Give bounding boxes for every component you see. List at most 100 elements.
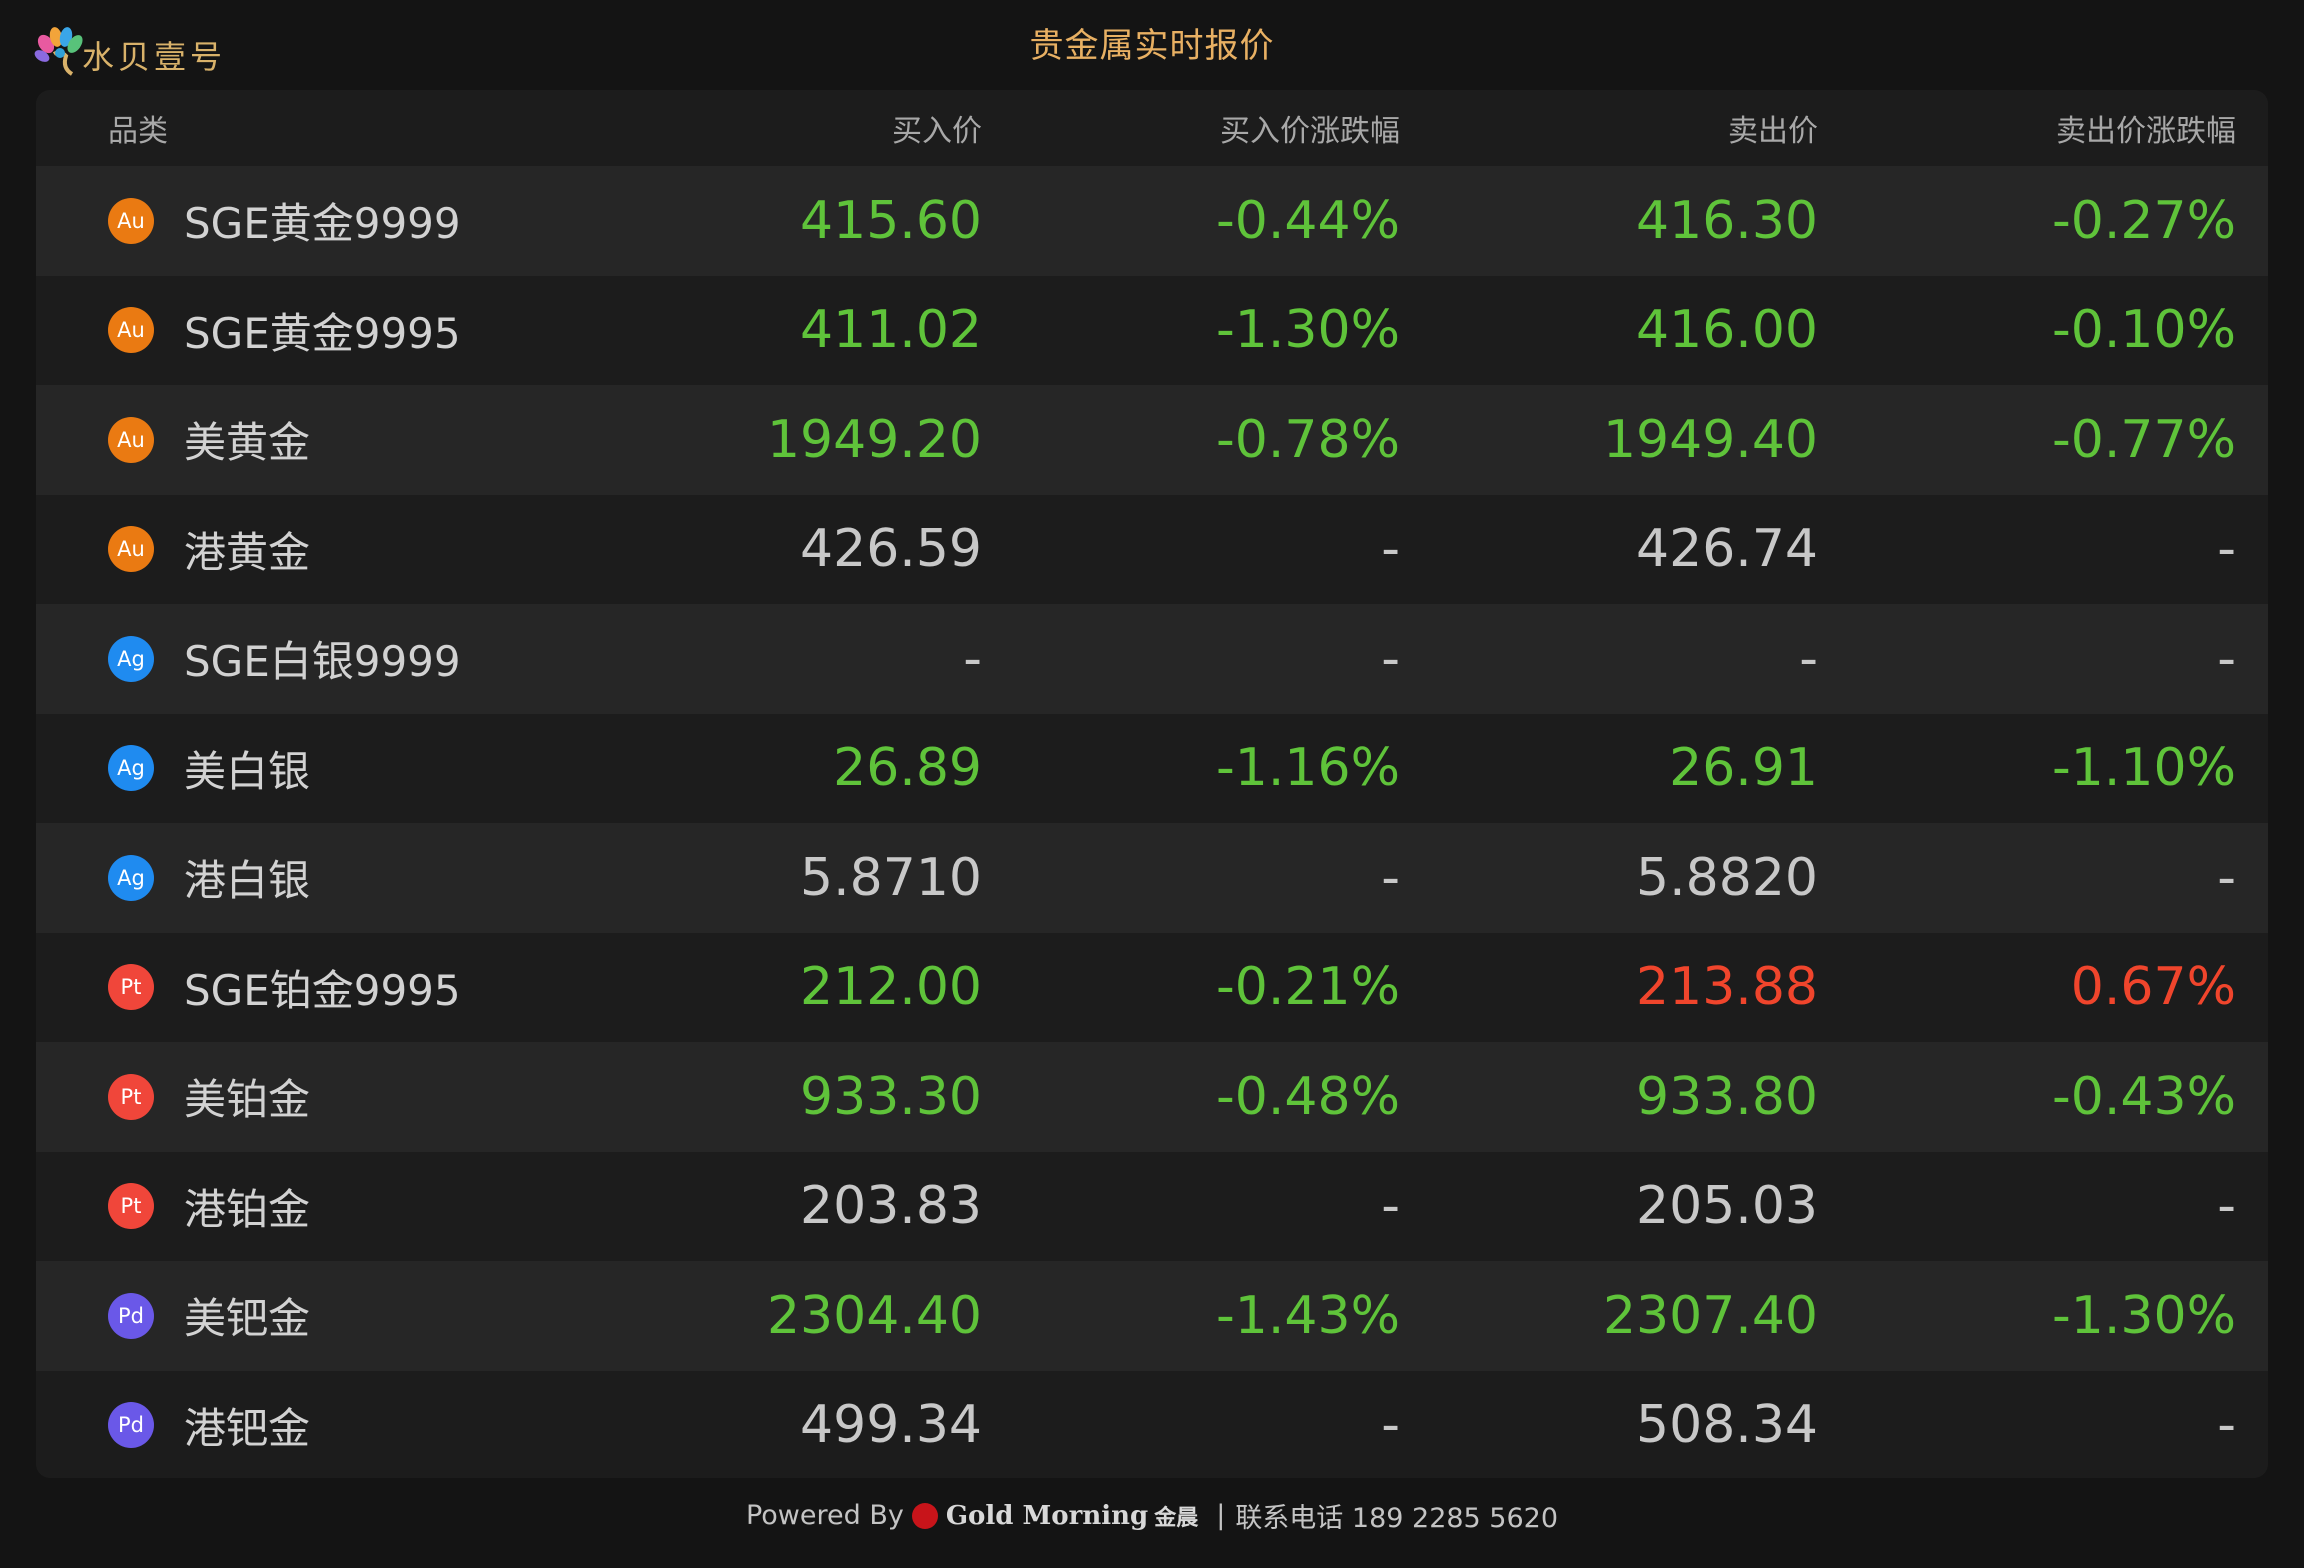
buy-price: 26.89 xyxy=(833,738,982,799)
category-cell: Ag 美白银 xyxy=(36,738,556,799)
sell-price: 426.74 xyxy=(1636,519,1818,580)
table-row: Pd 港钯金 499.34 - 508.34 - xyxy=(36,1370,2268,1478)
buy-change: - xyxy=(1381,519,1400,580)
buy-change: -0.44% xyxy=(1216,190,1400,251)
buy-change: -1.30% xyxy=(1216,300,1400,361)
category-cell: Pt SGE铂金9995 xyxy=(36,957,556,1018)
header-buy-change: 买入价涨跌幅 xyxy=(1220,114,1400,149)
sell-price: 213.88 xyxy=(1636,957,1818,1018)
table-row: Au SGE黄金9999 415.60 -0.44% 416.30 -0.27% xyxy=(36,166,2268,276)
category-cell: Au SGE黄金9999 xyxy=(36,190,556,251)
contact-phone: 联系电话 189 2285 5620 xyxy=(1235,1503,1559,1534)
table-row: Ag 港白银 5.8710 - 5.8820 - xyxy=(36,823,2268,933)
table-row: Pt SGE铂金9995 212.00 -0.21% 213.88 0.67% xyxy=(36,932,2268,1042)
buy-price: 203.83 xyxy=(800,1176,982,1237)
buy-change: - xyxy=(1381,1395,1400,1456)
buy-price: - xyxy=(963,628,982,689)
product-name: 美白银 xyxy=(184,746,311,796)
header-category: 品类 xyxy=(108,114,168,149)
sell-change: 0.67% xyxy=(2070,957,2236,1018)
sell-price: 2307.40 xyxy=(1602,1285,1818,1346)
product-name: 美黄金 xyxy=(184,418,311,468)
brand-name-cn: 金晨 xyxy=(1154,1504,1199,1531)
category-cell: Au SGE黄金9995 xyxy=(36,300,556,361)
buy-price: 5.8710 xyxy=(800,847,982,908)
buy-price: 933.30 xyxy=(800,1066,982,1127)
sell-change: - xyxy=(2217,1395,2236,1456)
table-row: Au 港黄金 426.59 - 426.74 - xyxy=(36,494,2268,604)
sell-price: 933.80 xyxy=(1636,1066,1818,1127)
brand-name: Gold Morning xyxy=(945,1500,1149,1531)
product-name: SGE白银9999 xyxy=(184,637,461,687)
metal-pd-icon: Pd xyxy=(108,1292,154,1339)
metal-au-icon: Au xyxy=(108,307,154,354)
buy-change: -1.16% xyxy=(1216,738,1400,799)
buy-price: 2304.40 xyxy=(766,1285,982,1346)
sell-price: - xyxy=(1799,628,1818,689)
powered-by-text: Powered By xyxy=(745,1500,904,1531)
table-row: Pt 美铂金 933.30 -0.48% 933.80 -0.43% xyxy=(36,1042,2268,1152)
buy-price: 415.60 xyxy=(800,190,982,251)
buy-change: -0.78% xyxy=(1216,409,1400,470)
footer: Powered By Gold Morning 金晨 | 联系电话 189 22… xyxy=(0,1496,2304,1535)
category-cell: Pd 美钯金 xyxy=(36,1285,556,1346)
sell-price: 416.00 xyxy=(1636,300,1818,361)
metal-pd-icon: Pd xyxy=(108,1402,154,1449)
buy-price: 411.02 xyxy=(800,300,982,361)
metal-ag-icon: Ag xyxy=(108,854,154,901)
category-cell: Au 港黄金 xyxy=(36,519,556,580)
quote-table: 品类 买入价 买入价涨跌幅 卖出价 卖出价涨跌幅 Au SGE黄金9999 415.… xyxy=(36,90,2268,1478)
product-name: SGE黄金9995 xyxy=(184,308,461,358)
buy-change: - xyxy=(1381,628,1400,689)
buy-price: 499.34 xyxy=(800,1395,982,1456)
logo: 水贝壹号 xyxy=(32,14,226,78)
category-cell: Ag 港白银 xyxy=(36,847,556,908)
buy-change: -0.48% xyxy=(1216,1066,1400,1127)
sell-change: - xyxy=(2217,847,2236,908)
product-name: 港钯金 xyxy=(184,1403,311,1453)
sell-change: -1.30% xyxy=(2052,1285,2236,1346)
buy-change: -0.21% xyxy=(1216,957,1400,1018)
page-title: 贵金属实时报价 xyxy=(1029,26,1275,66)
metal-au-icon: Au xyxy=(108,197,154,244)
metal-pt-icon: Pt xyxy=(108,1183,154,1230)
product-name: 美钯金 xyxy=(184,1294,311,1344)
table-header: 品类 买入价 买入价涨跌幅 卖出价 卖出价涨跌幅 xyxy=(36,90,2268,166)
category-cell: Pd 港钯金 xyxy=(36,1395,556,1456)
sell-change: -0.43% xyxy=(2052,1066,2236,1127)
product-name: 港黄金 xyxy=(184,527,311,577)
sell-change: - xyxy=(2217,628,2236,689)
table-row: Ag 美白银 26.89 -1.16% 26.91 -1.10% xyxy=(36,713,2268,823)
table-row: Pd 美钯金 2304.40 -1.43% 2307.40 -1.30% xyxy=(36,1261,2268,1371)
buy-change: - xyxy=(1381,847,1400,908)
category-cell: Ag SGE白银9999 xyxy=(36,628,556,689)
header-buy-price: 买入价 xyxy=(892,114,982,149)
sell-change: - xyxy=(2217,1176,2236,1237)
table-row: Au 美黄金 1949.20 -0.78% 1949.40 -0.77% xyxy=(36,385,2268,495)
category-cell: Pt 港铂金 xyxy=(36,1176,556,1237)
product-name: 美铂金 xyxy=(184,1075,311,1125)
sell-change: -0.77% xyxy=(2052,409,2236,470)
category-cell: Pt 美铂金 xyxy=(36,1066,556,1127)
peacock-logo-icon xyxy=(34,27,83,76)
brand-dot-icon xyxy=(911,1502,938,1529)
sell-price: 416.30 xyxy=(1636,190,1818,251)
sell-price: 205.03 xyxy=(1636,1176,1818,1237)
buy-price: 426.59 xyxy=(800,519,982,580)
header-sell-price: 卖出价 xyxy=(1728,114,1818,149)
header-sell-change: 卖出价涨跌幅 xyxy=(2056,114,2236,149)
metal-pt-icon: Pt xyxy=(108,1073,154,1120)
sell-change: -1.10% xyxy=(2052,738,2236,799)
sell-change: -0.10% xyxy=(2052,300,2236,361)
logo-text: 水贝壹号 xyxy=(82,38,227,76)
metal-ag-icon: Ag xyxy=(108,745,154,792)
table-row: Pt 港铂金 203.83 - 205.03 - xyxy=(36,1151,2268,1261)
product-name: 港铂金 xyxy=(184,1184,311,1234)
table-body: Au SGE黄金9999 415.60 -0.44% 416.30 -0.27% Au SGE… xyxy=(36,166,2268,1478)
product-name: SGE铂金9995 xyxy=(184,965,461,1015)
brand-logo: Gold Morning 金晨 xyxy=(911,1500,1199,1532)
metal-au-icon: Au xyxy=(108,416,154,463)
category-cell: Au 美黄金 xyxy=(36,409,556,470)
buy-price: 212.00 xyxy=(800,957,982,1018)
sell-change: -0.27% xyxy=(2052,190,2236,251)
